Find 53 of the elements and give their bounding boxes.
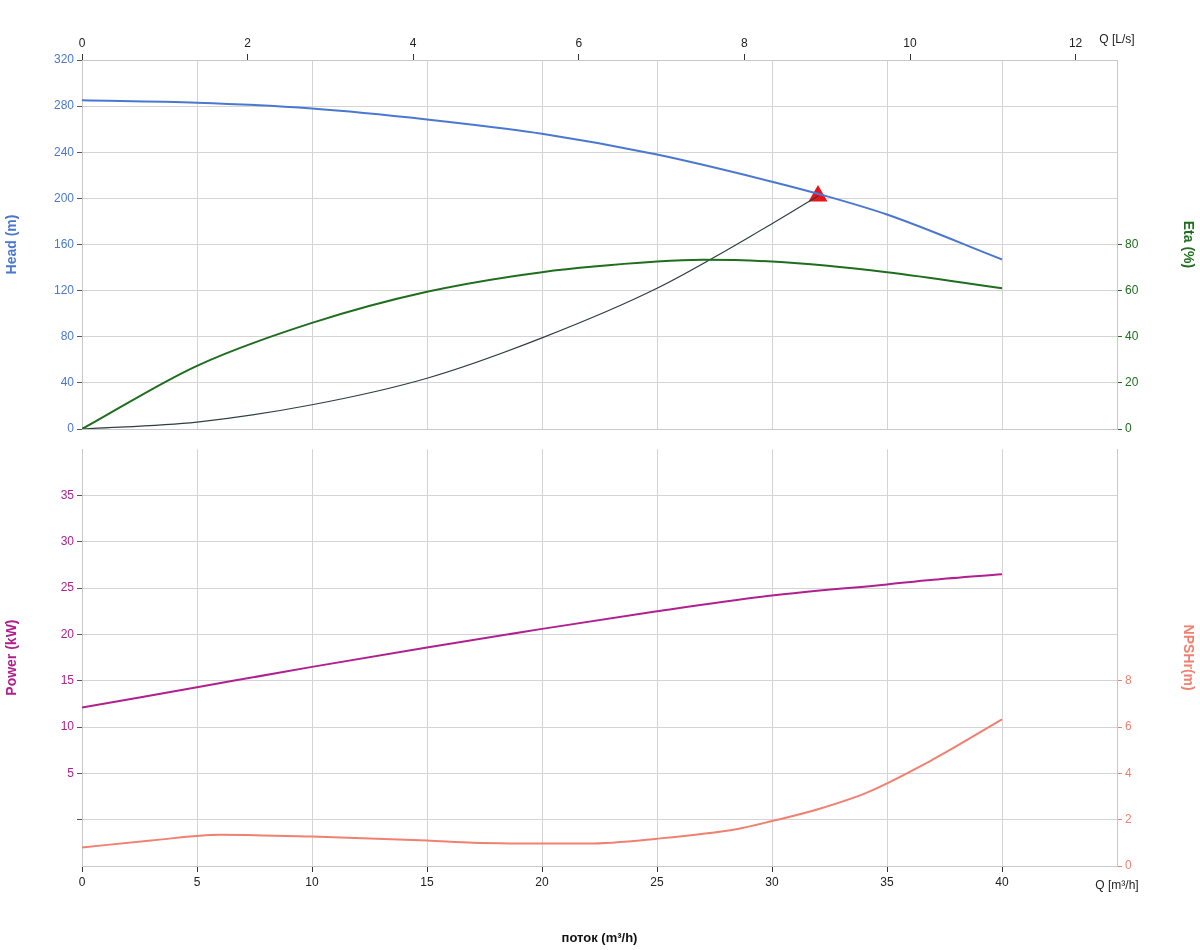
x2-axis-title: Q [L/s] <box>1099 32 1135 47</box>
y2-tick-label: 60 <box>1125 282 1139 297</box>
y-tick-label: 160 <box>53 236 75 251</box>
line-series <box>82 573 1003 709</box>
x-tick-label: 5 <box>193 874 201 889</box>
y-tick-label: 0 <box>67 421 75 436</box>
y2-tick-label: 4 <box>1125 765 1132 780</box>
y-axis-title: Head (m) <box>3 214 20 275</box>
y-tick-label: 40 <box>60 375 75 390</box>
x-tick-label: 35 <box>880 874 894 889</box>
x-tick-label: 40 <box>995 874 1009 889</box>
y2-tick-label: 20 <box>1125 375 1139 390</box>
y-tick-label: 5 <box>67 765 75 780</box>
text: Q [m³/h] <box>1095 878 1139 893</box>
line-series <box>82 258 1003 429</box>
x2-tick-label: 6 <box>575 36 583 51</box>
y2-tick-label: 0 <box>1125 858 1132 873</box>
x-axis-title: поток (m³/h) <box>561 929 638 945</box>
x2-tick-label: 8 <box>741 36 749 51</box>
y2-tick-label: 8 <box>1125 673 1132 688</box>
line-series <box>82 99 1003 261</box>
x2-tick-label: 12 <box>1068 36 1083 51</box>
y-tick-label: 120 <box>53 282 75 297</box>
y2-axis-title: Eta (%) <box>1180 220 1197 269</box>
x-tick-label: 10 <box>305 874 319 889</box>
x-tick-label: 15 <box>420 874 434 889</box>
y2-tick-label: 80 <box>1125 236 1139 251</box>
y-tick-label: 35 <box>60 487 75 502</box>
y-tick-label: 240 <box>53 144 75 159</box>
y2-axis-title: NPSHr(m) <box>1180 624 1197 691</box>
x-tick-label: 25 <box>650 874 664 889</box>
y2-tick-label: 6 <box>1125 719 1132 734</box>
x-tick-label: 30 <box>765 874 779 889</box>
y-tick-label: 25 <box>60 580 75 595</box>
y-tick-label: 280 <box>53 98 75 113</box>
y2-tick-label: 2 <box>1125 812 1132 826</box>
y-tick-label: 20 <box>60 626 75 641</box>
y2-tick-label: 0 <box>1125 421 1132 436</box>
x2-tick-label: 4 <box>409 36 417 51</box>
y-tick-label: 15 <box>60 673 75 688</box>
y2-tick-label: 40 <box>1125 329 1139 344</box>
y-tick-label: 80 <box>60 329 75 344</box>
y-tick-label: 30 <box>60 534 75 549</box>
x2-tick-label: 10 <box>903 36 917 51</box>
y-tick-label: 320 <box>53 52 75 67</box>
x2-tick-label: 2 <box>244 36 252 51</box>
line-series <box>82 718 1003 849</box>
x-tick-label: 0 <box>78 874 86 889</box>
y-tick-label: 10 <box>60 719 75 734</box>
x-tick-label: 20 <box>535 874 549 889</box>
y-tick-label: 200 <box>53 190 75 205</box>
x2-tick-label: 0 <box>78 36 86 51</box>
y-axis-title: Power (kW) <box>3 619 20 696</box>
